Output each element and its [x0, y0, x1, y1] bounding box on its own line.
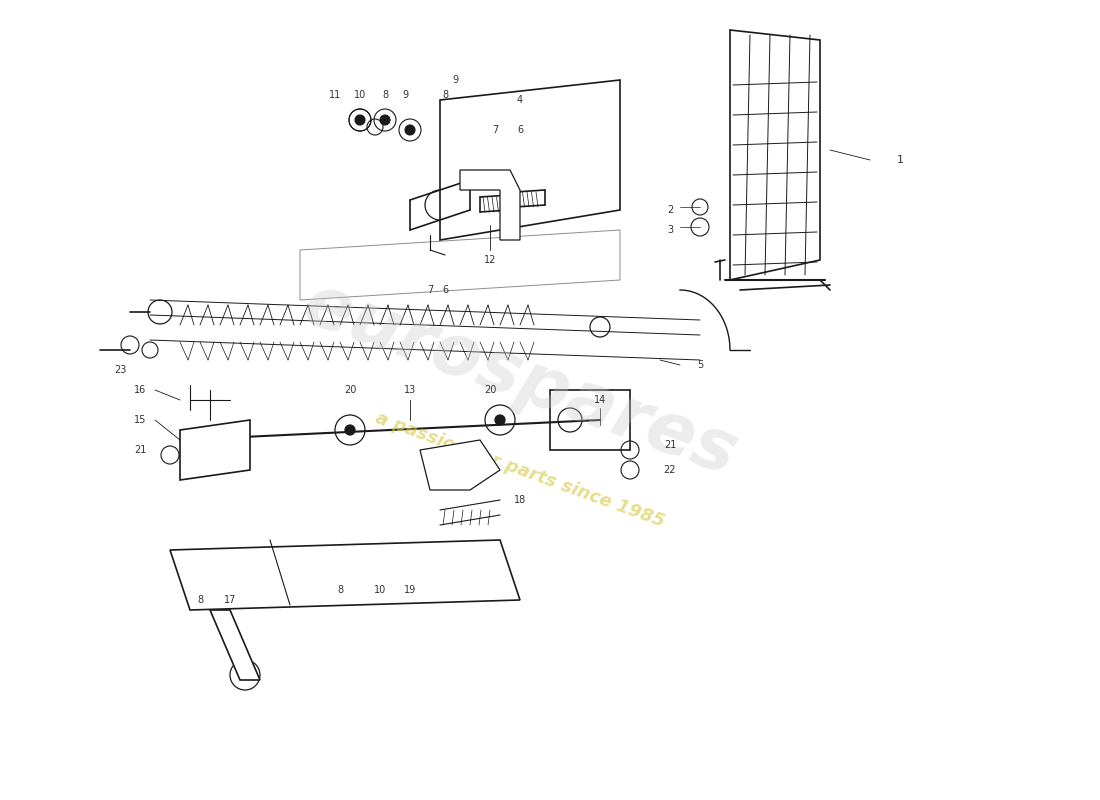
- Text: 13: 13: [404, 385, 416, 395]
- Text: 10: 10: [374, 585, 386, 595]
- Polygon shape: [300, 230, 620, 300]
- Text: 8: 8: [382, 90, 388, 100]
- Text: 22: 22: [663, 465, 676, 475]
- Text: 11: 11: [329, 90, 341, 100]
- Circle shape: [375, 560, 385, 570]
- Circle shape: [336, 560, 345, 570]
- Text: 7: 7: [492, 125, 498, 135]
- Text: 14: 14: [594, 395, 606, 405]
- Text: 1: 1: [896, 155, 903, 165]
- Circle shape: [210, 445, 220, 455]
- Text: 21: 21: [663, 440, 676, 450]
- Circle shape: [495, 415, 505, 425]
- Text: 2: 2: [667, 205, 673, 215]
- Text: 8: 8: [442, 90, 448, 100]
- Polygon shape: [460, 170, 520, 240]
- Text: 6: 6: [442, 285, 448, 295]
- Text: 16: 16: [134, 385, 146, 395]
- Circle shape: [405, 560, 415, 570]
- Text: 20: 20: [484, 385, 496, 395]
- Text: 12: 12: [484, 255, 496, 265]
- Polygon shape: [170, 540, 520, 610]
- Text: a passion for parts since 1985: a passion for parts since 1985: [373, 409, 667, 531]
- Text: 5: 5: [697, 360, 703, 370]
- Circle shape: [195, 570, 205, 580]
- Circle shape: [379, 115, 390, 125]
- Circle shape: [405, 125, 415, 135]
- Text: 18: 18: [514, 495, 526, 505]
- Circle shape: [355, 115, 365, 125]
- Polygon shape: [210, 610, 260, 680]
- Text: 10: 10: [354, 90, 366, 100]
- Text: 8: 8: [337, 585, 343, 595]
- Circle shape: [226, 570, 235, 580]
- Text: 9: 9: [452, 75, 458, 85]
- Text: eurospares: eurospares: [294, 270, 747, 490]
- Text: 3: 3: [667, 225, 673, 235]
- Text: 9: 9: [402, 90, 408, 100]
- Text: 15: 15: [134, 415, 146, 425]
- Text: 21: 21: [134, 445, 146, 455]
- Bar: [550, 390, 630, 450]
- Polygon shape: [730, 30, 820, 280]
- Polygon shape: [180, 420, 250, 480]
- Text: 8: 8: [197, 595, 204, 605]
- Text: 17: 17: [223, 595, 236, 605]
- Text: 7: 7: [427, 285, 433, 295]
- Polygon shape: [440, 80, 620, 240]
- Polygon shape: [420, 440, 500, 490]
- Circle shape: [345, 425, 355, 435]
- Text: 19: 19: [404, 585, 416, 595]
- Text: 4: 4: [517, 95, 524, 105]
- Text: 20: 20: [344, 385, 356, 395]
- Text: 23: 23: [113, 365, 127, 375]
- Text: 6: 6: [517, 125, 524, 135]
